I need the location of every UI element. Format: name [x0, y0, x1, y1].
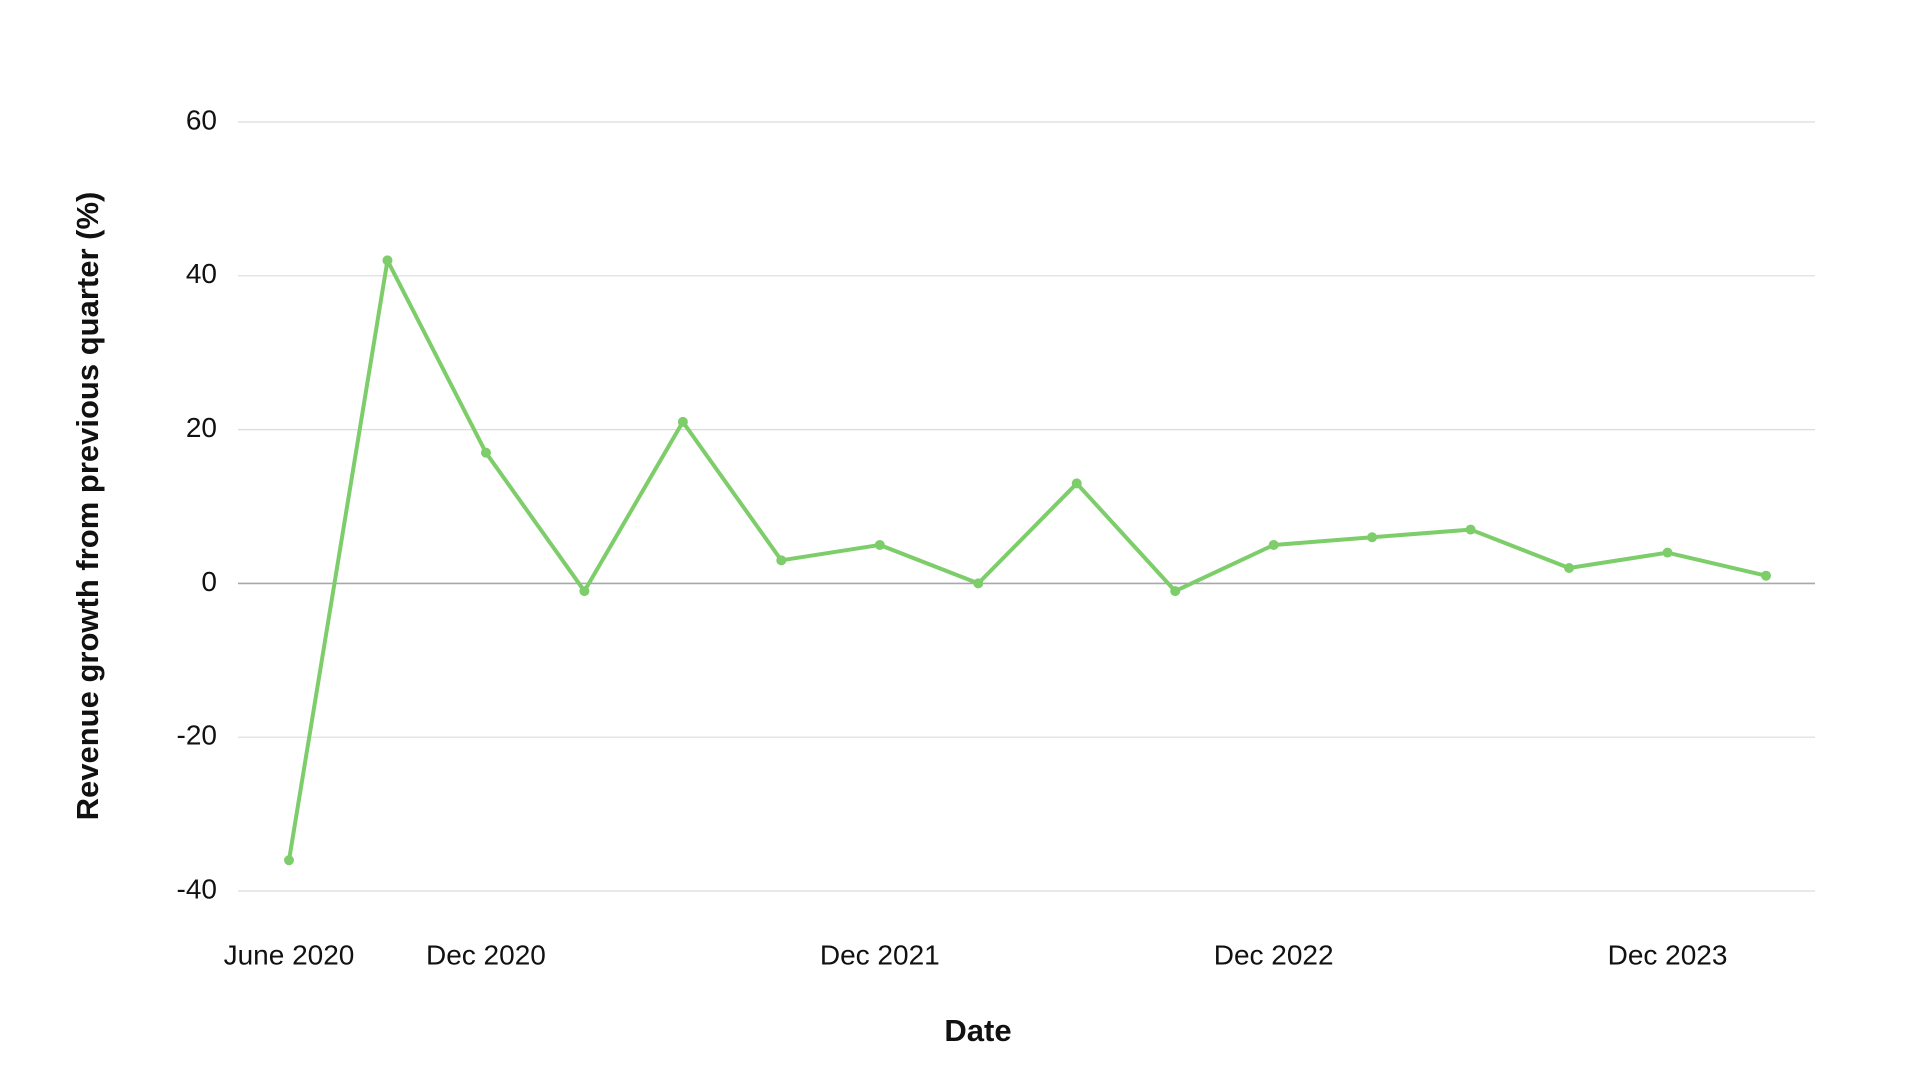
data-point: [579, 586, 590, 597]
x-axis-title: Date: [944, 1013, 1011, 1048]
y-axis-title: Revenue growth from previous quarter (%): [70, 192, 105, 821]
data-point: [973, 578, 984, 589]
data-point: [284, 855, 294, 866]
data-point: [382, 255, 393, 266]
data-point: [1761, 570, 1771, 581]
data-point: [1465, 524, 1476, 535]
data-point: [1367, 532, 1378, 543]
y-tick-label: 20: [186, 412, 217, 443]
data-point: [776, 555, 787, 566]
data-point: [480, 447, 491, 458]
y-tick-label: -20: [177, 720, 217, 751]
x-tick-label: Dec 2023: [1608, 939, 1728, 970]
data-point: [874, 539, 885, 550]
data-point: [1662, 547, 1673, 558]
data-point: [1071, 478, 1082, 489]
y-tick-label: 40: [186, 258, 217, 289]
x-tick-label: Dec 2022: [1214, 939, 1334, 970]
data-point: [1564, 563, 1575, 574]
data-line: [287, 258, 1768, 863]
y-tick-label: 0: [201, 566, 217, 597]
data-point: [1268, 539, 1279, 550]
x-tick-label: Dec 2021: [820, 939, 940, 970]
data-point: [677, 416, 688, 427]
x-tick-label: Dec 2020: [426, 939, 546, 970]
y-tick-label: 60: [186, 104, 217, 135]
y-tick-label: -40: [177, 873, 217, 904]
x-tick-label: June 2020: [224, 939, 355, 970]
data-point: [1170, 586, 1181, 597]
